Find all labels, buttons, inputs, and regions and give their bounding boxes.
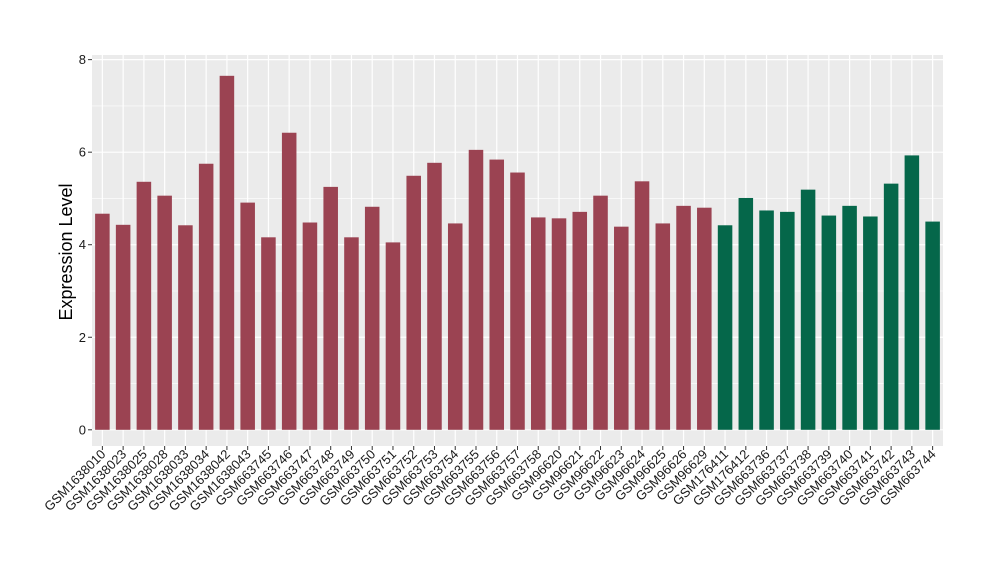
y-tick-label: 4 (79, 237, 86, 252)
x-axis: GSM1638010GSM1638023GSM1638025GSM1638028… (41, 446, 939, 514)
bar (925, 221, 940, 430)
bar (406, 175, 421, 430)
bar (240, 202, 255, 430)
bar (697, 207, 712, 430)
bar (447, 223, 463, 430)
bar (115, 224, 131, 430)
bar (883, 183, 899, 430)
bar (178, 225, 193, 430)
bar (198, 163, 214, 430)
y-axis-title: Expression Level (56, 183, 76, 320)
bar (842, 205, 857, 430)
bar (157, 195, 172, 430)
bar (219, 75, 235, 430)
bar (344, 237, 359, 430)
bar (510, 172, 525, 430)
bar (634, 181, 650, 430)
bar (261, 237, 276, 430)
bar (489, 159, 505, 430)
bar (863, 216, 878, 430)
bar (780, 211, 795, 430)
bar (468, 149, 484, 430)
bar (800, 189, 816, 430)
bar (427, 162, 442, 430)
bar (530, 217, 546, 430)
bar (676, 205, 691, 430)
bar (655, 223, 671, 430)
bar (821, 215, 837, 430)
bar (593, 195, 608, 430)
y-tick-label: 0 (79, 422, 86, 437)
bar (614, 226, 629, 430)
bar (904, 155, 920, 430)
bar (717, 225, 733, 430)
bar (323, 186, 338, 430)
y-tick-label: 6 (79, 145, 86, 160)
bar (136, 181, 152, 430)
bar (364, 206, 380, 430)
bar (95, 213, 110, 430)
bar (738, 197, 754, 430)
bars (95, 75, 940, 430)
bar (385, 242, 401, 430)
y-tick-label: 2 (79, 330, 86, 345)
y-tick-label: 8 (79, 52, 86, 67)
bar (281, 132, 297, 430)
bar (759, 210, 774, 430)
bar (572, 211, 588, 430)
bar (551, 218, 567, 430)
y-axis: 0 2 4 6 8 (79, 52, 92, 437)
bar (302, 222, 318, 430)
